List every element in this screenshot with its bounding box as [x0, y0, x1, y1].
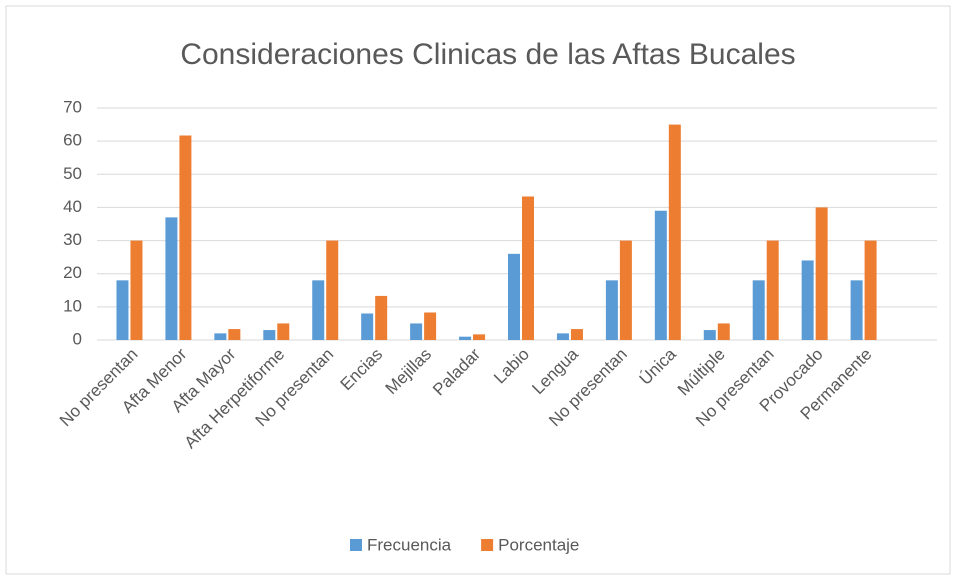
bar	[654, 210, 667, 340]
bar	[116, 280, 129, 340]
bar	[801, 260, 814, 340]
legend-swatch	[350, 539, 362, 551]
bar	[717, 323, 730, 340]
bar	[277, 323, 290, 340]
bar	[361, 313, 374, 340]
chart-title: Consideraciones Clinicas de las Aftas Bu…	[180, 38, 795, 71]
y-tick-label: 40	[63, 197, 82, 216]
y-tick-label: 10	[63, 296, 82, 315]
bar	[263, 330, 276, 340]
bar	[326, 240, 339, 340]
bar	[130, 240, 143, 340]
bar	[228, 329, 241, 340]
bar	[556, 333, 569, 340]
bar	[473, 334, 486, 340]
y-tick-label: 20	[63, 263, 82, 282]
bar	[605, 280, 618, 340]
bar	[815, 207, 828, 340]
legend-label: Porcentaje	[498, 535, 579, 554]
y-tick-label: 30	[63, 230, 82, 249]
bar	[864, 240, 877, 340]
bar	[703, 330, 716, 340]
y-tick-label: 70	[63, 97, 82, 116]
legend-label: Frecuencia	[367, 535, 452, 554]
bar	[375, 295, 388, 340]
bar	[522, 196, 534, 340]
bar	[508, 253, 520, 340]
bar	[752, 280, 765, 340]
bar	[459, 336, 472, 340]
legend-swatch	[481, 539, 494, 551]
y-tick-label: 60	[63, 131, 82, 150]
bar	[766, 240, 779, 340]
bar	[410, 323, 423, 340]
bar	[668, 124, 681, 340]
bar	[165, 217, 178, 340]
bar	[214, 333, 227, 340]
bar	[312, 280, 325, 340]
y-tick-label: 50	[63, 164, 82, 183]
bar	[179, 135, 192, 340]
bar	[424, 312, 437, 340]
chart-border	[5, 5, 951, 575]
bar	[619, 240, 632, 340]
bar	[850, 280, 863, 340]
y-tick-label: 0	[73, 329, 82, 348]
bar	[570, 329, 583, 340]
